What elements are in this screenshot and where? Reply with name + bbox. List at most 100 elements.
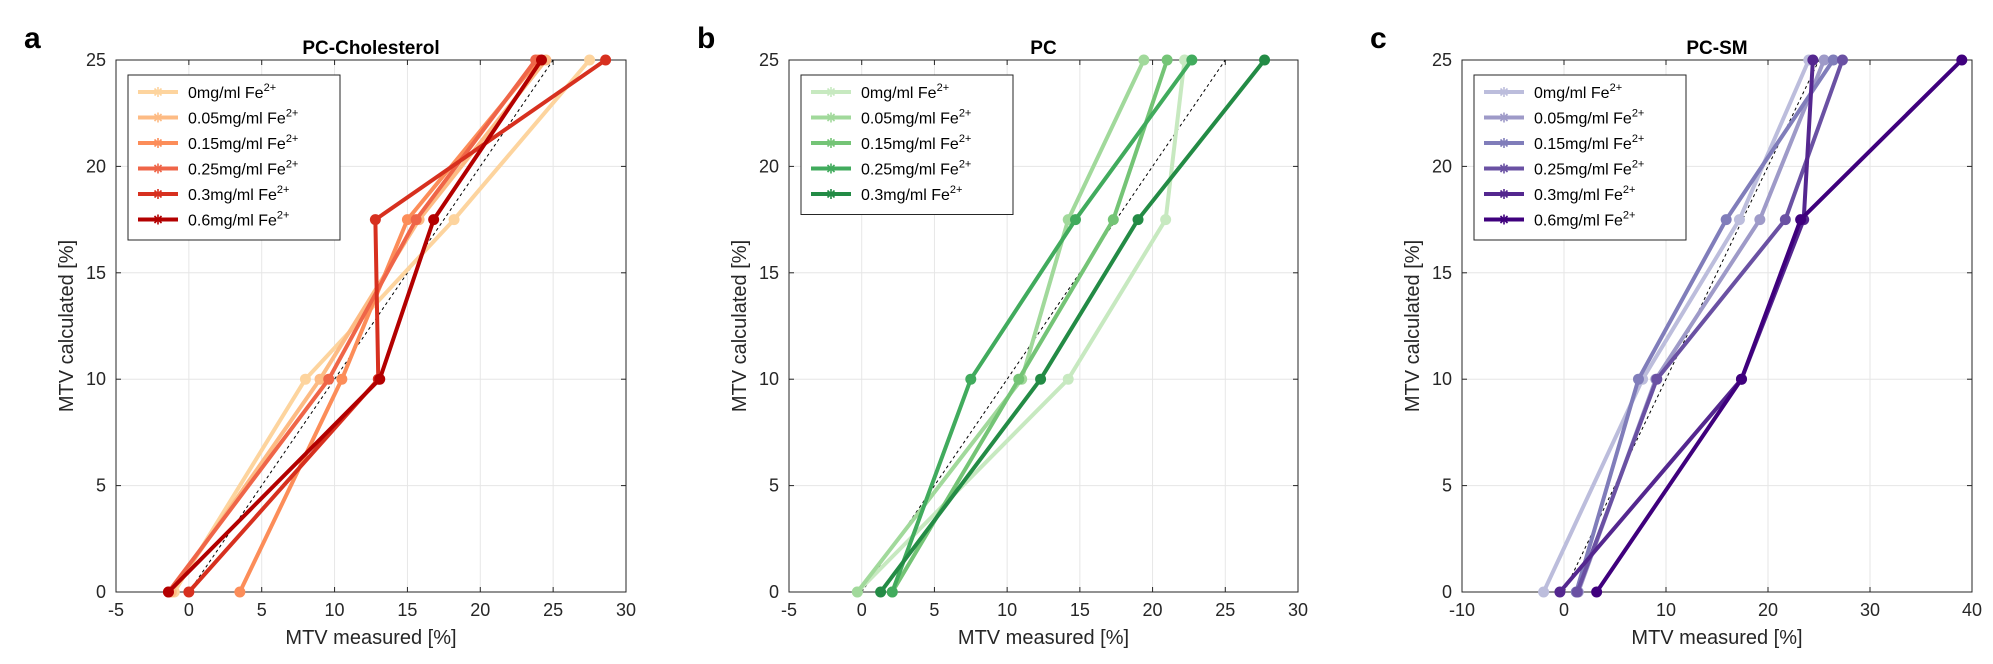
x-tick-label: 20 <box>1758 600 1778 620</box>
x-tick-label: 25 <box>543 600 563 620</box>
legend-label-text: 0mg/ml Fe <box>861 85 937 102</box>
x-axis-label: MTV measured [%] <box>1631 627 1802 649</box>
asterisk-marker-icon <box>1499 214 1509 225</box>
legend-item: 0.25mg/ml Fe2+ <box>811 159 971 179</box>
data-point <box>1733 214 1745 226</box>
legend-label-superscript: 2+ <box>277 184 290 196</box>
y-tick-label: 25 <box>86 50 106 70</box>
series-line <box>1575 58 1845 594</box>
legend-label-superscript: 2+ <box>286 159 299 171</box>
legend-label-superscript: 2+ <box>286 108 299 120</box>
x-tick-label: -5 <box>781 600 797 620</box>
data-point <box>1107 214 1119 226</box>
legend-item: 0.15mg/ml Fe2+ <box>138 133 298 153</box>
data-point <box>1735 373 1747 385</box>
data-point <box>1651 373 1663 385</box>
legend-label-text: 0.25mg/ml Fe <box>1534 162 1632 179</box>
data-point <box>1554 586 1566 598</box>
legend-item: 0.15mg/ml Fe2+ <box>1484 133 1644 153</box>
x-tick-label: 0 <box>184 600 194 620</box>
x-tick-label: 30 <box>1860 600 1880 620</box>
y-axis-label: MTV calculated [%] <box>56 240 78 412</box>
data-point <box>448 214 460 226</box>
legend-label-superscript: 2+ <box>264 82 277 94</box>
legend-label-text: 0.15mg/ml Fe <box>188 136 286 153</box>
panel-letter: c <box>1370 22 1387 55</box>
series-line <box>172 58 592 594</box>
legend-item: 0.25mg/ml Fe2+ <box>1484 159 1644 179</box>
x-tick-label: 10 <box>325 600 345 620</box>
legend-label: 0mg/ml Fe2+ <box>1534 82 1622 102</box>
legend-label-text: 0.3mg/ml Fe <box>188 187 277 204</box>
panel-a: a PC-Cholesterol-5 0 5 10 15 20 25 300510152025M… <box>24 22 636 649</box>
y-tick-label: 10 <box>86 369 106 389</box>
legend-label-text: 0.15mg/ml Fe <box>1534 136 1632 153</box>
legend-label-text: 0.3mg/ml Fe <box>1534 187 1623 204</box>
data-point <box>1779 214 1791 226</box>
asterisk-marker-icon <box>826 87 836 97</box>
legend-item: 0mg/ml Fe2+ <box>811 82 949 102</box>
legend-item: 0.05mg/ml Fe2+ <box>138 108 298 128</box>
legend-label: 0.25mg/ml Fe2+ <box>861 159 971 179</box>
legend-label-text: 0.05mg/ml Fe <box>1534 111 1632 128</box>
legend-box <box>1473 74 1687 241</box>
legend-label-text: 0.15mg/ml Fe <box>861 136 959 153</box>
legend-label-superscript: 2+ <box>950 184 963 196</box>
x-tick-label: 20 <box>1143 600 1163 620</box>
legend-label: 0mg/ml Fe2+ <box>861 82 949 102</box>
legend-item: 0mg/ml Fe2+ <box>138 82 276 102</box>
series-3 <box>886 54 1198 598</box>
data-point <box>1754 214 1766 226</box>
y-tick-label: 10 <box>759 369 779 389</box>
asterisk-marker-icon <box>1499 189 1509 199</box>
data-point <box>1571 586 1583 598</box>
y-tick-label: 5 <box>769 476 779 496</box>
data-point <box>1827 54 1839 66</box>
data-point <box>600 54 612 66</box>
data-point <box>183 586 195 598</box>
legend-item: 0.15mg/ml Fe2+ <box>811 133 971 153</box>
legend-item: 0.3mg/ml Fe2+ <box>138 184 289 204</box>
x-tick-label: 0 <box>857 600 867 620</box>
legend-label: 0.15mg/ml Fe2+ <box>861 133 971 153</box>
data-point <box>299 373 311 385</box>
x-tick-label: -5 <box>108 600 124 620</box>
data-point <box>1138 54 1150 66</box>
legend-label: 0.6mg/ml Fe2+ <box>188 210 289 230</box>
asterisk-marker-icon <box>153 138 163 148</box>
legend-label-superscript: 2+ <box>277 210 290 222</box>
data-point <box>1795 214 1807 226</box>
legend-label: 0.15mg/ml Fe2+ <box>188 133 298 153</box>
data-point <box>851 586 863 598</box>
asterisk-marker-icon <box>153 163 163 174</box>
y-tick-label: 20 <box>1432 156 1452 176</box>
series-line <box>169 58 548 594</box>
legend-item: 0.3mg/ml Fe2+ <box>811 184 962 204</box>
legend-label-text: 0.6mg/ml Fe <box>188 213 277 230</box>
legend-label-text: 0.6mg/ml Fe <box>1534 213 1623 230</box>
legend-label-text: 0.05mg/ml Fe <box>188 111 286 128</box>
data-point <box>1807 54 1819 66</box>
y-tick-label: 5 <box>1442 476 1452 496</box>
legend-label-superscript: 2+ <box>959 133 972 145</box>
y-tick-label: 20 <box>86 156 106 176</box>
legend-label: 0.6mg/ml Fe2+ <box>1534 210 1635 230</box>
data-point <box>401 214 413 226</box>
asterisk-marker-icon <box>826 163 836 174</box>
legend-label: 0.3mg/ml Fe2+ <box>861 184 962 204</box>
series-5 <box>162 54 547 598</box>
asterisk-marker-icon <box>826 112 836 123</box>
chart-title: PC-SM <box>1686 38 1747 59</box>
legend-label-superscript: 2+ <box>1623 184 1636 196</box>
legend-label: 0.3mg/ml Fe2+ <box>1534 184 1635 204</box>
y-axis-label: MTV calculated [%] <box>729 240 751 412</box>
x-tick-label: 0 <box>1559 600 1569 620</box>
asterisk-marker-icon <box>1499 138 1509 148</box>
data-point <box>1259 54 1271 66</box>
data-point <box>374 373 386 385</box>
asterisk-marker-icon <box>1499 163 1509 174</box>
legend-label: 0mg/ml Fe2+ <box>188 82 276 102</box>
x-tick-label: 25 <box>1215 600 1235 620</box>
